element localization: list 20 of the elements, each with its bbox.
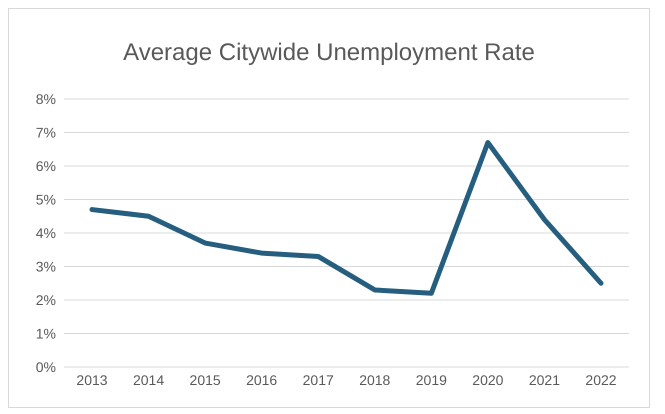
y-tick-label: 6% (36, 158, 56, 174)
y-tick-label: 7% (36, 124, 56, 140)
x-tick-label: 2013 (76, 372, 108, 388)
y-tick-label: 2% (36, 292, 56, 308)
x-tick-label: 2020 (472, 372, 504, 388)
x-tick-label: 2021 (528, 372, 560, 388)
y-tick-label: 3% (36, 258, 56, 274)
x-tick-label: 2022 (585, 372, 617, 388)
chart-title: Average Citywide Unemployment Rate (122, 39, 536, 68)
x-tick-label: 2018 (359, 372, 391, 388)
x-tick-label: 2016 (246, 372, 278, 388)
y-tick-label: 1% (36, 325, 56, 342)
x-tick-label: 2015 (190, 372, 221, 388)
x-tick-label: 2017 (302, 372, 334, 388)
y-tick-label: 8% (36, 90, 56, 107)
y-tick-label: 5% (36, 191, 56, 208)
x-tick-label: 2014 (132, 372, 164, 388)
y-tick-label: 4% (36, 224, 56, 241)
y-tick-label: 0% (36, 358, 56, 375)
x-tick-label: 2019 (416, 372, 448, 388)
